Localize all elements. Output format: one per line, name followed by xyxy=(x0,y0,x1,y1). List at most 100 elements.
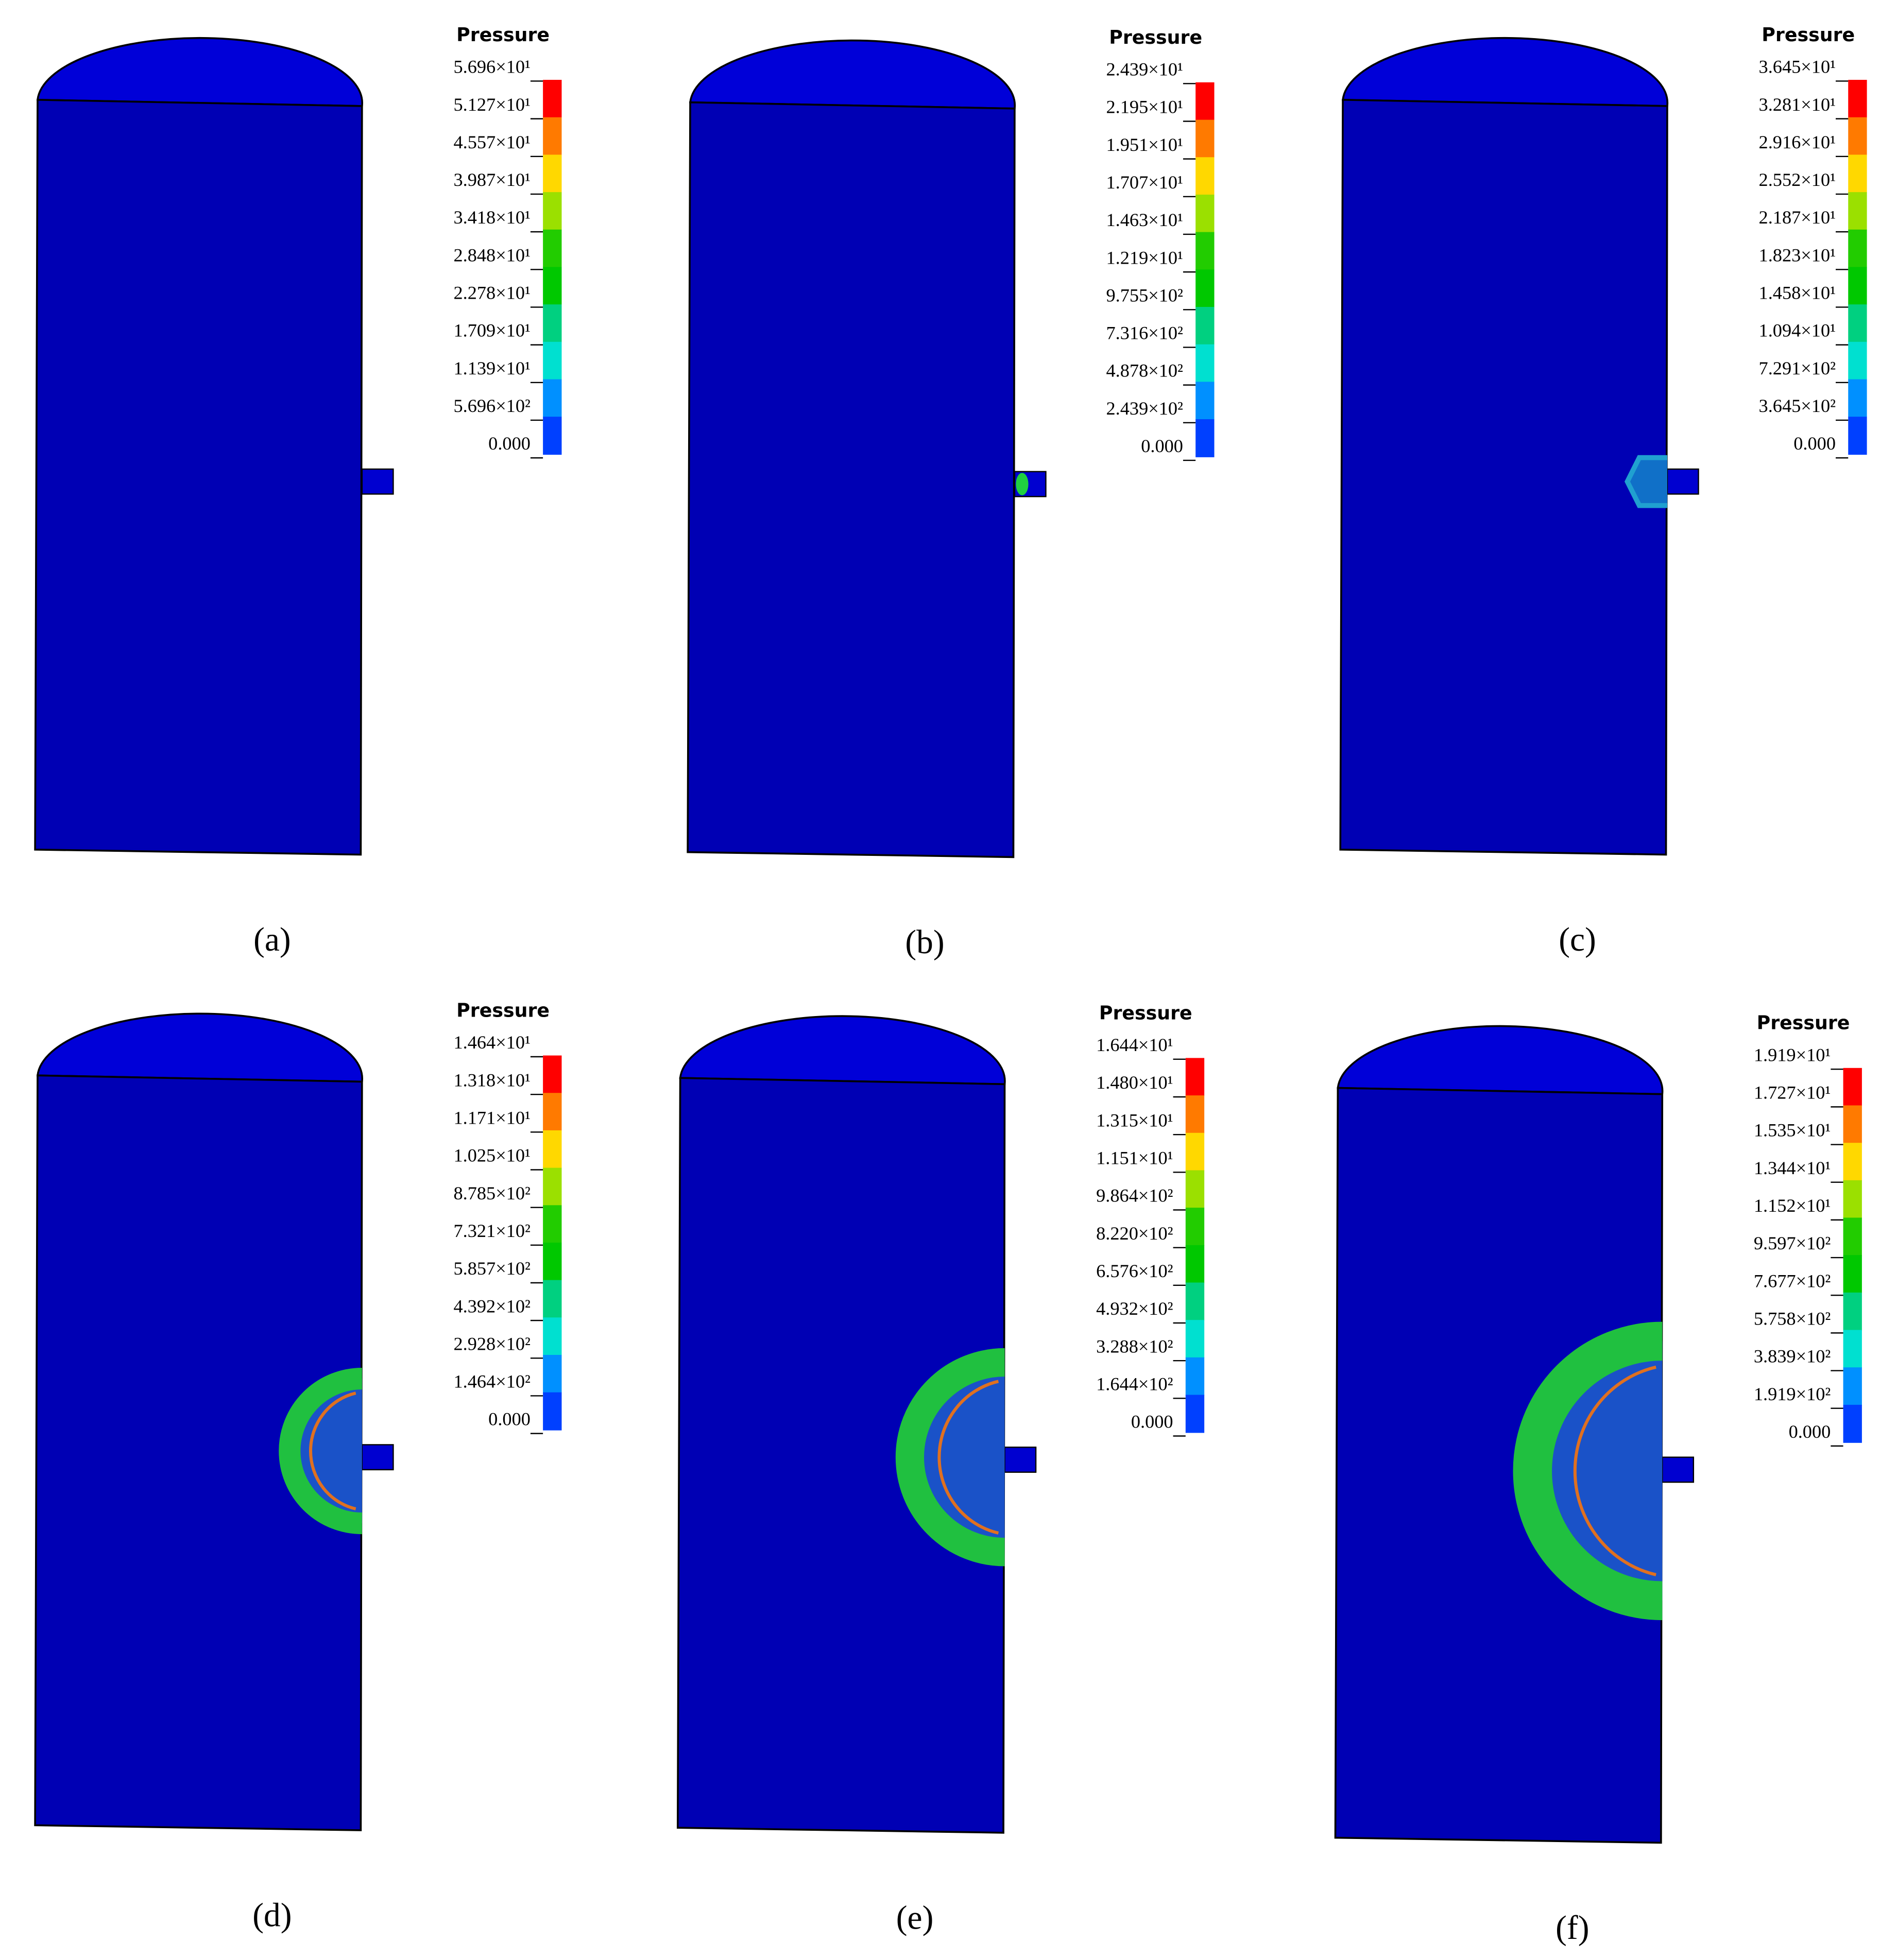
legend-label: 1.919×10² xyxy=(1754,1384,1831,1404)
pressure-ring xyxy=(1513,1321,1663,1621)
tank-dome xyxy=(679,1015,1006,1086)
legend-band xyxy=(1185,1357,1205,1396)
legend-label: 5.758×10² xyxy=(1754,1308,1831,1329)
legend-band xyxy=(543,1130,562,1168)
legend-label: 1.219×10¹ xyxy=(1106,247,1183,268)
legend-label: 0.000 xyxy=(488,1409,531,1430)
legend-label: 0.000 xyxy=(1131,1412,1173,1432)
legend-band xyxy=(543,80,562,118)
legend-label: 1.644×10² xyxy=(1096,1373,1173,1394)
legend-band xyxy=(543,1242,562,1281)
caption: (d) xyxy=(252,1897,292,1934)
legend-label: 2.928×10² xyxy=(453,1333,531,1354)
legend-band xyxy=(543,1280,562,1318)
panel: Pressure 1.464×10¹ 1.318×10¹ 1.171×10¹ 1.025… xyxy=(34,999,562,1934)
legend-band xyxy=(1195,157,1215,196)
tank-body xyxy=(687,101,1016,858)
legend-label: 1.707×10¹ xyxy=(1106,172,1183,193)
legend-band xyxy=(543,1205,562,1244)
legend-band xyxy=(1843,1367,1862,1406)
legend-label: 2.187×10¹ xyxy=(1759,207,1836,228)
legend-band xyxy=(1848,267,1867,305)
legend-band xyxy=(543,1392,562,1431)
legend-band xyxy=(1195,119,1215,158)
legend-band xyxy=(543,229,562,268)
legend-label: 1.094×10¹ xyxy=(1759,320,1836,341)
legend-band xyxy=(1195,419,1215,457)
legend-label: 9.864×10² xyxy=(1096,1185,1173,1206)
nozzle xyxy=(361,1444,394,1471)
legend-band xyxy=(1843,1330,1862,1368)
pressure-ring xyxy=(279,1367,363,1535)
legend-label: 1.458×10¹ xyxy=(1759,283,1836,303)
nozzle xyxy=(361,468,394,495)
pressure-peak xyxy=(309,1391,356,1510)
legend-band xyxy=(543,304,562,343)
legend-label: 2.552×10¹ xyxy=(1759,169,1836,190)
tank-body xyxy=(676,1077,1006,1834)
legend-band xyxy=(543,1317,562,1356)
legend-band xyxy=(1848,229,1867,268)
legend-band xyxy=(1185,1395,1205,1433)
legend-label: 2.848×10¹ xyxy=(453,245,530,265)
legend-label: 3.645×10² xyxy=(1759,396,1836,416)
legend-band xyxy=(1195,269,1215,308)
pressure-zone xyxy=(1016,473,1029,495)
legend-title: Pressure xyxy=(456,24,550,46)
legend-band xyxy=(1848,379,1867,418)
legend-band xyxy=(543,267,562,305)
legend-band xyxy=(1185,1245,1205,1283)
legend-label: 2.439×10² xyxy=(1106,398,1184,419)
legend-label: 9.755×10² xyxy=(1106,285,1184,305)
legend-label: 1.823×10¹ xyxy=(1759,245,1836,265)
legend-title: Pressure xyxy=(1757,1012,1850,1034)
legend-title: Pressure xyxy=(1099,1002,1192,1024)
legend-label: 4.878×10² xyxy=(1106,360,1184,381)
nozzle xyxy=(1666,468,1699,495)
legend-label: 4.392×10² xyxy=(453,1296,531,1316)
legend-band xyxy=(1848,117,1867,156)
legend-band xyxy=(1843,1255,1862,1294)
legend-label: 6.576×10² xyxy=(1096,1261,1173,1281)
legend-band xyxy=(1185,1170,1205,1209)
legend-band xyxy=(1843,1180,1862,1218)
panel: Pressure 3.645×10¹ 3.281×10¹ 2.916×10¹ 2.552… xyxy=(1339,24,1867,958)
legend-label: 2.439×10¹ xyxy=(1106,59,1183,79)
legend-label: 7.291×10² xyxy=(1759,358,1836,379)
panel: Pressure 1.919×10¹ 1.727×10¹ 1.535×10¹ 1.344… xyxy=(1334,1012,1862,1947)
legend-band xyxy=(1195,194,1215,233)
legend-label: 1.025×10¹ xyxy=(453,1145,530,1166)
legend-band xyxy=(543,417,562,455)
legend-label: 3.418×10¹ xyxy=(453,207,530,228)
legend-label: 3.987×10¹ xyxy=(453,169,530,190)
legend-label: 1.535×10¹ xyxy=(1754,1120,1831,1141)
legend-band xyxy=(1195,82,1215,121)
legend-band xyxy=(1843,1143,1862,1181)
legend-label: 1.318×10¹ xyxy=(453,1070,530,1090)
legend-label: 7.316×10² xyxy=(1106,323,1184,343)
tank-body xyxy=(1334,1087,1664,1844)
legend-label: 2.916×10¹ xyxy=(1759,132,1836,152)
legend-label: 5.127×10¹ xyxy=(453,94,530,115)
legend-band xyxy=(1185,1058,1205,1096)
legend-label: 1.152×10¹ xyxy=(1754,1195,1831,1216)
legend-label: 3.839×10² xyxy=(1754,1346,1831,1367)
legend-label: 7.677×10² xyxy=(1754,1270,1831,1291)
tank-dome xyxy=(36,37,364,107)
panel: Pressure 5.696×10¹ 5.127×10¹ 4.557×10¹ 3.987… xyxy=(34,24,562,958)
nozzle xyxy=(1662,1456,1695,1483)
legend-label: 5.696×10¹ xyxy=(453,57,530,77)
legend-band xyxy=(1185,1208,1205,1246)
legend-band xyxy=(1843,1404,1862,1443)
legend-label: 5.857×10² xyxy=(453,1258,531,1279)
legend-label: 3.288×10² xyxy=(1096,1336,1173,1356)
legend-band xyxy=(1843,1292,1862,1331)
legend-label: 4.557×10¹ xyxy=(453,132,530,152)
panel: Pressure 2.439×10¹ 2.195×10¹ 1.951×10¹ 1.707… xyxy=(687,26,1215,961)
legend-title: Pressure xyxy=(1109,26,1202,48)
legend-label: 9.597×10² xyxy=(1754,1233,1831,1253)
legend-band xyxy=(1185,1095,1205,1133)
caption: (a) xyxy=(253,921,291,958)
tank-dome xyxy=(36,1012,364,1083)
legend-label: 7.321×10² xyxy=(453,1220,531,1241)
